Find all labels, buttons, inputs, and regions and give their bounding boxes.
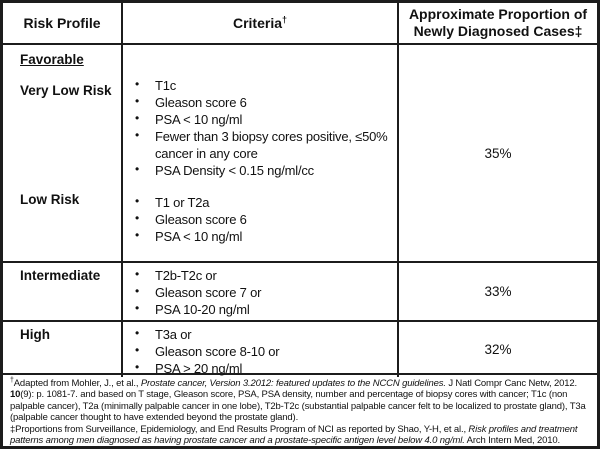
dagger-mark: † bbox=[282, 13, 288, 24]
high-proportion-cell: 32% bbox=[399, 322, 597, 377]
criteria-item: PSA > 20 ng/ml bbox=[135, 359, 393, 377]
favorable-criteria-cell: T1c Gleason score 6 PSA < 10 ng/ml Fewer… bbox=[123, 45, 399, 261]
low-risk-criteria-list: T1 or T2a Gleason score 6 PSA < 10 ng/ml bbox=[123, 193, 397, 245]
header-criteria: Criteria† bbox=[123, 3, 399, 43]
high-row: High T3a or Gleason score 8-10 or PSA > … bbox=[3, 322, 597, 377]
table-header-row: Risk Profile Criteria† Approximate Propo… bbox=[3, 3, 597, 45]
favorable-section-row: Favorable Very Low Risk Low Risk T1c Gle… bbox=[3, 45, 597, 263]
high-criteria-cell: T3a or Gleason score 8-10 or PSA > 20 ng… bbox=[123, 322, 399, 377]
criteria-item: T3a or bbox=[135, 325, 393, 343]
criteria-item: Gleason score 7 or bbox=[135, 283, 393, 301]
header-risk-profile: Risk Profile bbox=[3, 3, 123, 43]
intermediate-proportion-value: 33% bbox=[484, 284, 512, 299]
double-dagger-symbol: ‡ bbox=[10, 423, 16, 435]
criteria-item: Gleason score 6 bbox=[135, 210, 393, 228]
criteria-item: PSA Density < 0.15 ng/ml/cc bbox=[135, 161, 393, 179]
high-proportion-value: 32% bbox=[484, 342, 512, 357]
favorable-labels-cell: Favorable Very Low Risk Low Risk bbox=[3, 45, 123, 261]
criteria-item: PSA 10-20 ng/ml bbox=[135, 300, 393, 318]
criteria-item: T2b-T2c or bbox=[135, 266, 393, 284]
double-dagger-mark: ‡ bbox=[574, 23, 583, 39]
criteria-item: PSA < 10 ng/ml bbox=[135, 227, 393, 245]
header-proportion-label: Approximate Proportion of Newly Diagnose… bbox=[408, 6, 588, 39]
very-low-risk-criteria-list: T1c Gleason score 6 PSA < 10 ng/ml Fewer… bbox=[123, 76, 397, 179]
footnote-dagger: †Adapted from Mohler, J., et al., Prosta… bbox=[10, 376, 586, 424]
low-risk-label: Low Risk bbox=[20, 192, 80, 207]
favorable-proportion-value: 35% bbox=[484, 145, 512, 161]
footnotes: †Adapted from Mohler, J., et al., Prosta… bbox=[3, 375, 597, 447]
criteria-item: Gleason score 8-10 or bbox=[135, 342, 393, 360]
favorable-label: Favorable bbox=[20, 52, 84, 67]
intermediate-proportion-cell: 33% bbox=[399, 263, 597, 320]
criteria-item: Fewer than 3 biopsy cores positive, ≤50%… bbox=[135, 127, 393, 162]
intermediate-row: Intermediate T2b-T2c or Gleason score 7 … bbox=[3, 263, 597, 322]
favorable-proportion-cell: 35% bbox=[399, 45, 597, 261]
criteria-item: PSA < 10 ng/ml bbox=[135, 110, 393, 128]
criteria-item: T1 or T2a bbox=[135, 193, 393, 211]
high-criteria-list: T3a or Gleason score 8-10 or PSA > 20 ng… bbox=[123, 325, 397, 377]
dagger-symbol: † bbox=[10, 376, 14, 384]
header-risk-profile-label: Risk Profile bbox=[23, 14, 101, 31]
high-label: High bbox=[3, 322, 123, 377]
footnote-double-dagger: ‡Proportions from Surveillance, Epidemio… bbox=[10, 423, 578, 447]
intermediate-label: Intermediate bbox=[3, 263, 123, 320]
intermediate-criteria-cell: T2b-T2c or Gleason score 7 or PSA 10-20 … bbox=[123, 263, 399, 320]
criteria-item: T1c bbox=[135, 76, 393, 94]
intermediate-criteria-list: T2b-T2c or Gleason score 7 or PSA 10-20 … bbox=[123, 266, 397, 318]
header-criteria-label: Criteria bbox=[232, 14, 282, 31]
header-proportion: Approximate Proportion of Newly Diagnose… bbox=[399, 3, 597, 43]
criteria-item: Gleason score 6 bbox=[135, 93, 393, 111]
very-low-risk-label: Very Low Risk bbox=[20, 83, 112, 98]
